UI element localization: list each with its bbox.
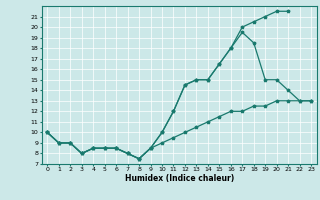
X-axis label: Humidex (Indice chaleur): Humidex (Indice chaleur) [124,174,234,183]
